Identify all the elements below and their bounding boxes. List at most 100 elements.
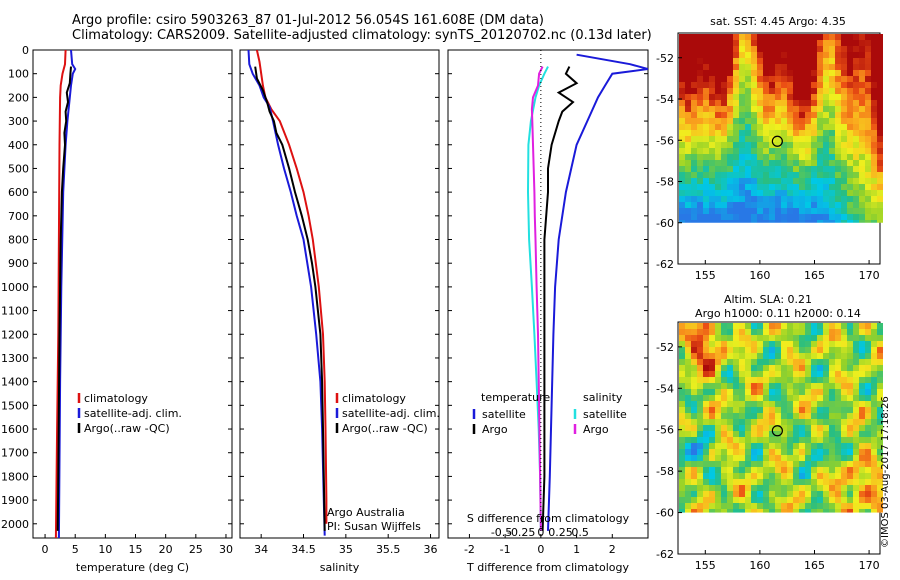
- map-cell: [721, 130, 727, 136]
- map-cell: [805, 497, 811, 503]
- map-cell: [685, 491, 691, 497]
- map-cell: [823, 449, 829, 455]
- legend-title-salinity: salinity: [583, 391, 623, 404]
- map-cell: [739, 503, 745, 509]
- depth-tick-label: 300: [8, 115, 29, 128]
- map-cell: [721, 148, 727, 154]
- x-tick-label: 0: [537, 543, 544, 556]
- map-cell: [751, 455, 757, 461]
- map-cell: [835, 58, 841, 64]
- map-cell: [745, 142, 751, 148]
- x-tick-label: 2: [609, 543, 616, 556]
- map-cell: [757, 172, 763, 178]
- map-cell: [865, 347, 871, 353]
- map-cell: [823, 220, 829, 223]
- map-cell: [817, 76, 823, 82]
- map-cell: [703, 347, 709, 353]
- map-cell: [847, 335, 853, 341]
- map-cell: [709, 124, 715, 130]
- map-cell: [691, 154, 697, 160]
- map-cell: [721, 407, 727, 413]
- map-cell: [727, 160, 733, 166]
- map-cell: [811, 389, 817, 395]
- map-cell: [829, 148, 835, 154]
- map-cell: [865, 491, 871, 497]
- map-cell: [757, 383, 763, 389]
- map-cell: [721, 437, 727, 443]
- map-cell: [841, 485, 847, 491]
- map-cell: [691, 214, 697, 220]
- map-cell: [757, 395, 763, 401]
- map-cell: [739, 160, 745, 166]
- map-cell: [727, 323, 733, 329]
- map-cell: [865, 214, 871, 220]
- map-cell: [709, 503, 715, 509]
- map-cell: [679, 208, 685, 214]
- map-cell: [853, 443, 859, 449]
- map-cell: [721, 52, 727, 58]
- map-cell: [859, 214, 865, 220]
- map-cell: [835, 497, 841, 503]
- map-cell: [715, 383, 721, 389]
- map-cell: [859, 82, 865, 88]
- map-cell: [727, 106, 733, 112]
- map-cell: [757, 419, 763, 425]
- map-cell: [739, 467, 745, 473]
- map-cell: [715, 178, 721, 184]
- map-cell: [823, 148, 829, 154]
- map-cell: [835, 154, 841, 160]
- map-cell: [751, 46, 757, 52]
- map-cell: [727, 220, 733, 223]
- map-cell: [829, 443, 835, 449]
- map-cell: [685, 118, 691, 124]
- map-cell: [721, 166, 727, 172]
- map-cell: [769, 353, 775, 359]
- map-cell: [763, 82, 769, 88]
- map-cell: [721, 395, 727, 401]
- map-cell: [703, 503, 709, 509]
- map-cell: [709, 112, 715, 118]
- map-cell: [745, 341, 751, 347]
- map-cell: [745, 503, 751, 509]
- map-cell: [799, 124, 805, 130]
- map-cell: [805, 214, 811, 220]
- map-cell: [829, 82, 835, 88]
- map-cell: [865, 479, 871, 485]
- legend-label: climatology: [342, 392, 406, 405]
- map-cell: [733, 407, 739, 413]
- map-cell: [835, 461, 841, 467]
- map-cell: [715, 130, 721, 136]
- map-cell: [805, 70, 811, 76]
- map-cell: [805, 455, 811, 461]
- map-cell: [823, 70, 829, 76]
- map-cell: [745, 178, 751, 184]
- map-cell: [829, 202, 835, 208]
- map-cell: [727, 395, 733, 401]
- map-cell: [745, 359, 751, 365]
- map-cell: [859, 449, 865, 455]
- map-cell: [811, 401, 817, 407]
- map-cell: [679, 214, 685, 220]
- map-cell: [829, 46, 835, 52]
- map-cell: [829, 413, 835, 419]
- map-cell: [811, 443, 817, 449]
- map-cell: [865, 118, 871, 124]
- map-cell: [805, 94, 811, 100]
- map-cell: [793, 196, 799, 202]
- map-cell: [787, 491, 793, 497]
- map-cell: [871, 443, 877, 449]
- map-cell: [799, 46, 805, 52]
- map-cell: [781, 58, 787, 64]
- map-cell: [871, 214, 877, 220]
- map-cell: [835, 214, 841, 220]
- map-cell: [751, 431, 757, 437]
- map-cell: [757, 461, 763, 467]
- legend-label: Argo: [482, 423, 508, 436]
- map-cell: [847, 40, 853, 46]
- map-cell: [793, 58, 799, 64]
- map-cell: [691, 172, 697, 178]
- map-cell: [859, 118, 865, 124]
- map-cell: [865, 190, 871, 196]
- map-cell: [697, 335, 703, 341]
